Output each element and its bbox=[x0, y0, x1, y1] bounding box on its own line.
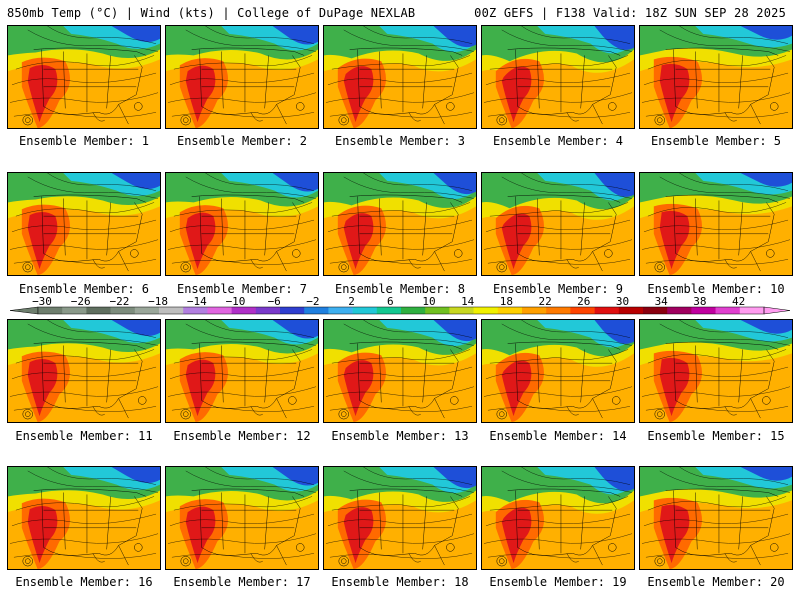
colorbar-swatch bbox=[110, 307, 136, 314]
ensemble-map-panel bbox=[481, 319, 635, 423]
ensemble-member-label: Ensemble Member: 4 bbox=[492, 134, 624, 148]
colorbar-swatch bbox=[691, 307, 716, 314]
colorbar-swatch bbox=[280, 307, 305, 314]
ensemble-map-panel bbox=[639, 25, 793, 129]
colorbar-tick-label: −22 bbox=[109, 297, 129, 308]
ensemble-map-panel bbox=[7, 319, 161, 423]
valid-time: 00Z GEFS | F138 Valid: 18Z SUN SEP 28 20… bbox=[474, 6, 786, 20]
colorbar-tick-label: −26 bbox=[71, 297, 91, 308]
colorbar-swatch bbox=[183, 307, 208, 314]
map-title: 850mb Temp (°C) | Wind (kts) | College o… bbox=[7, 6, 416, 20]
colorbar-swatch bbox=[715, 307, 741, 314]
colorbar-tick-label: 14 bbox=[461, 297, 475, 308]
ensemble-member-label: Ensemble Member: 5 bbox=[650, 134, 782, 148]
colorbar-swatch bbox=[134, 307, 160, 314]
ensemble-member-label: Ensemble Member: 11 bbox=[15, 429, 153, 443]
colorbar-swatch bbox=[570, 307, 595, 314]
ensemble-map-panel bbox=[165, 25, 319, 129]
colorbar-swatch bbox=[497, 307, 523, 314]
colorbar-swatch bbox=[401, 307, 426, 314]
colorbar-tick-label: −2 bbox=[306, 297, 319, 308]
ensemble-map-panel bbox=[165, 319, 319, 423]
colorbar-swatch bbox=[546, 307, 571, 314]
colorbar-tick-label: 34 bbox=[655, 297, 669, 308]
colorbar-swatch bbox=[667, 307, 692, 314]
colorbar-max-arrow bbox=[763, 306, 791, 315]
ensemble-member-label: Ensemble Member: 18 bbox=[331, 575, 469, 589]
colorbar-swatch bbox=[425, 307, 450, 314]
colorbar-tick-label: 6 bbox=[387, 297, 394, 308]
ensemble-map-panel bbox=[323, 319, 477, 423]
ensemble-member-label: Ensemble Member: 9 bbox=[492, 282, 624, 296]
colorbar-swatch bbox=[643, 307, 668, 314]
colorbar-tick-label: 18 bbox=[500, 297, 513, 308]
temperature-colorbar: −30 −26 −22 −18 −14 −10 −6 −2 2 6 10 14 18 22 26 30 34 38… bbox=[9, 297, 791, 315]
colorbar-swatch bbox=[449, 307, 474, 314]
colorbar-swatch bbox=[594, 307, 620, 314]
colorbar-tick-label: −10 bbox=[226, 297, 246, 308]
ensemble-member-label: Ensemble Member: 2 bbox=[176, 134, 308, 148]
ensemble-member-label: Ensemble Member: 15 bbox=[647, 429, 785, 443]
ensemble-member-label: Ensemble Member: 7 bbox=[176, 282, 308, 296]
ensemble-map-panel bbox=[323, 25, 477, 129]
colorbar-tick-label: 38 bbox=[693, 297, 706, 308]
colorbar-swatch bbox=[231, 307, 257, 314]
colorbar-tick-label: −18 bbox=[148, 297, 168, 308]
ensemble-map-panel bbox=[323, 172, 477, 276]
ensemble-member-label: Ensemble Member: 8 bbox=[334, 282, 466, 296]
ensemble-map-panel bbox=[639, 466, 793, 570]
colorbar-swatch bbox=[352, 307, 378, 314]
colorbar-swatch bbox=[62, 307, 87, 314]
ensemble-member-label: Ensemble Member: 13 bbox=[331, 429, 469, 443]
ensemble-map-panel bbox=[7, 466, 161, 570]
colorbar-swatch bbox=[473, 307, 499, 314]
ensemble-member-label: Ensemble Member: 20 bbox=[647, 575, 785, 589]
colorbar-tick-label: −6 bbox=[268, 297, 281, 308]
colorbar-frame bbox=[37, 306, 765, 315]
colorbar-swatch bbox=[376, 307, 402, 314]
colorbar-min-arrow bbox=[9, 306, 39, 315]
colorbar-swatch bbox=[618, 307, 644, 314]
ensemble-map-panel bbox=[165, 172, 319, 276]
colorbar-tick-label: 10 bbox=[422, 297, 435, 308]
ensemble-map-panel bbox=[323, 466, 477, 570]
ensemble-member-label: Ensemble Member: 16 bbox=[15, 575, 153, 589]
colorbar-tick-label: −14 bbox=[187, 297, 207, 308]
ensemble-member-label: Ensemble Member: 6 bbox=[18, 282, 150, 296]
ensemble-map-panel bbox=[7, 172, 161, 276]
colorbar-swatch bbox=[207, 307, 232, 314]
colorbar-swatch bbox=[739, 307, 765, 314]
ensemble-member-label: Ensemble Member: 17 bbox=[173, 575, 311, 589]
colorbar-tick-label: 42 bbox=[732, 297, 745, 308]
ensemble-member-label: Ensemble Member: 12 bbox=[173, 429, 311, 443]
colorbar-swatch bbox=[304, 307, 329, 314]
ensemble-map-panel bbox=[481, 172, 635, 276]
ensemble-member-label: Ensemble Member: 14 bbox=[489, 429, 627, 443]
ensemble-map-panel bbox=[165, 466, 319, 570]
ensemble-member-label: Ensemble Member: 19 bbox=[489, 575, 627, 589]
colorbar-swatch bbox=[522, 307, 547, 314]
ensemble-map-panel bbox=[639, 319, 793, 423]
colorbar-tick-label: 30 bbox=[616, 297, 629, 308]
colorbar-swatch bbox=[255, 307, 281, 314]
ensemble-map-panel bbox=[639, 172, 793, 276]
colorbar-tick-label: 26 bbox=[577, 297, 590, 308]
ensemble-member-label: Ensemble Member: 10 bbox=[647, 282, 785, 296]
ensemble-map-panel bbox=[481, 466, 635, 570]
colorbar-swatch bbox=[328, 307, 353, 314]
colorbar-tick-label: 2 bbox=[348, 297, 355, 308]
ensemble-map-panel bbox=[481, 25, 635, 129]
colorbar-tick-label: −30 bbox=[32, 297, 52, 308]
colorbar-tick-label: 22 bbox=[538, 297, 551, 308]
ensemble-map-panel bbox=[7, 25, 161, 129]
colorbar-swatch bbox=[86, 307, 111, 314]
colorbar-swatch bbox=[38, 307, 63, 314]
ensemble-member-label: Ensemble Member: 1 bbox=[18, 134, 150, 148]
ensemble-member-label: Ensemble Member: 3 bbox=[334, 134, 466, 148]
colorbar-swatch bbox=[159, 307, 184, 314]
